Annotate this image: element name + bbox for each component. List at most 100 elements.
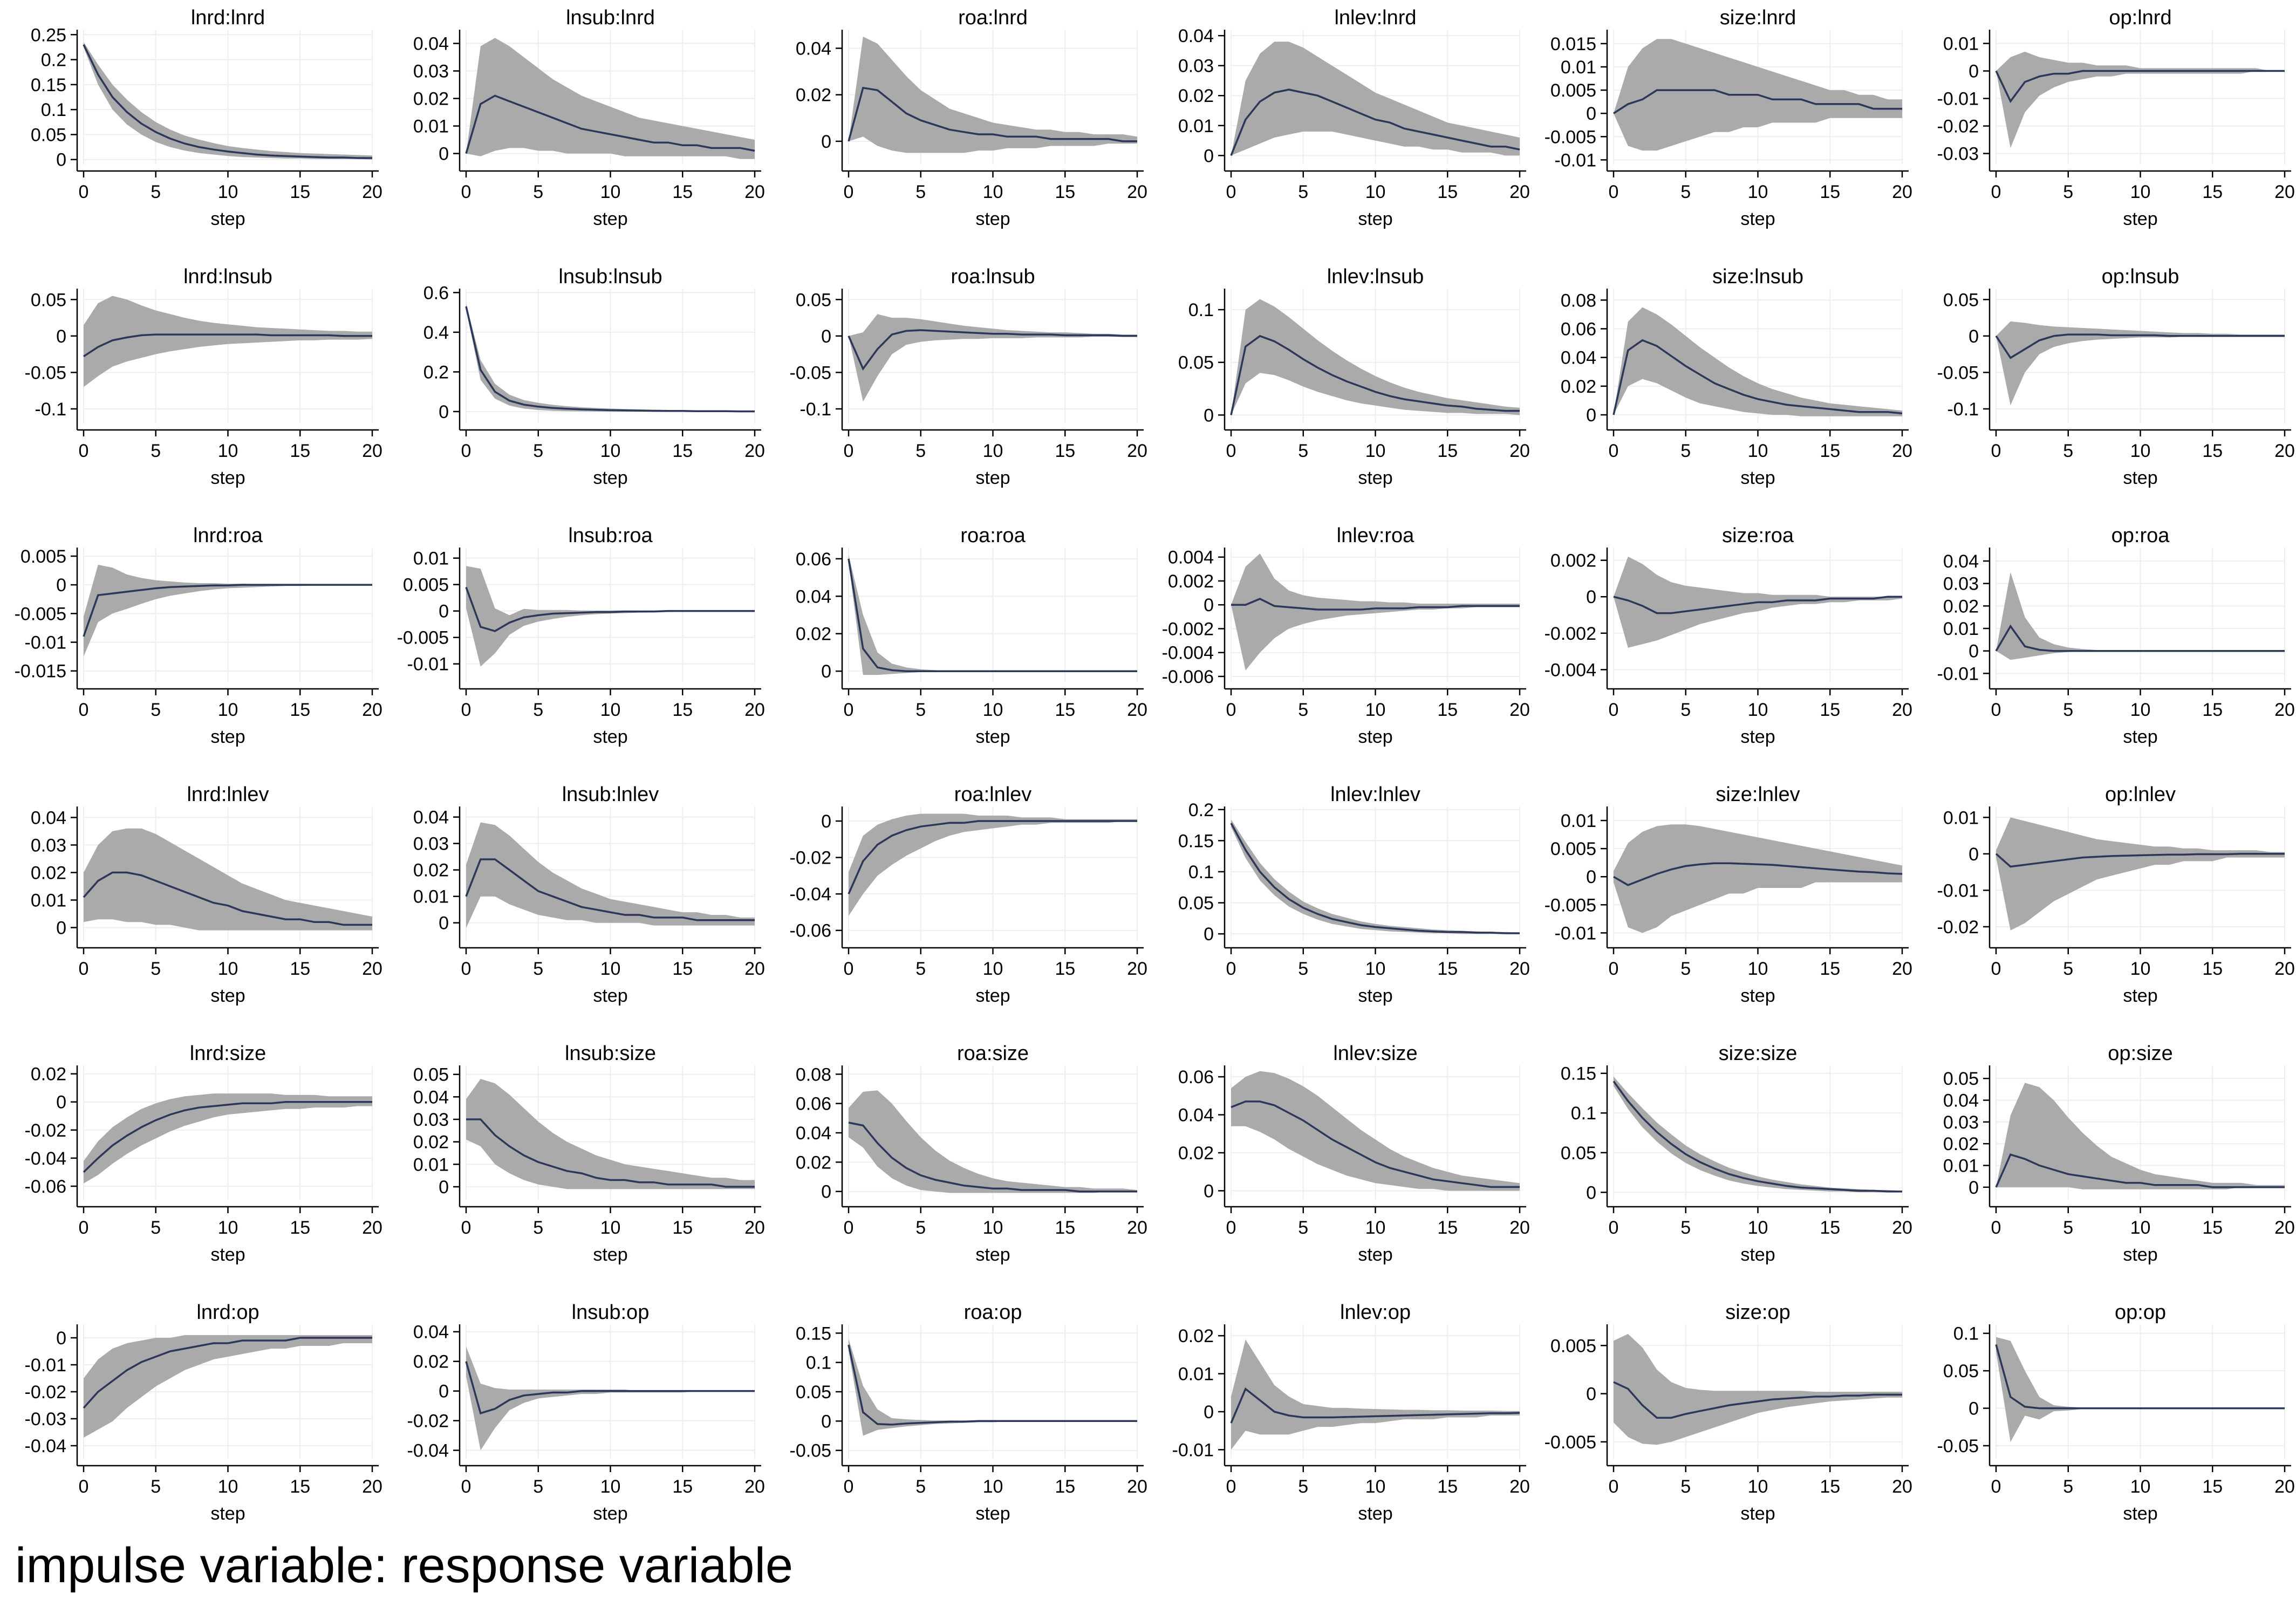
irf-line bbox=[1995, 1344, 2285, 1410]
y-tick-label: 0.04 bbox=[413, 34, 449, 54]
y-tick-label: 0.05 bbox=[1178, 893, 1214, 914]
irf-line bbox=[848, 1344, 1137, 1426]
confidence-band bbox=[849, 555, 1137, 675]
y-tick-label: 0.02 bbox=[1943, 596, 1979, 617]
x-tick-label: 0 bbox=[1226, 182, 1236, 202]
x-tick-label: 5 bbox=[1680, 1218, 1691, 1238]
x-tick-label: 10 bbox=[218, 1476, 238, 1497]
panel-title: lnlev:lnsub bbox=[1327, 265, 1424, 288]
x-tick-label: 0 bbox=[844, 1476, 854, 1497]
irf-panel: 0.06 0.04 0.02 00 5 10 15 20 lnlev:size step bbox=[1178, 1042, 1530, 1265]
x-tick-label: 0 bbox=[461, 959, 472, 979]
x-tick-label: 15 bbox=[672, 441, 693, 461]
x-tick-label: 10 bbox=[1365, 182, 1386, 202]
x-tick-label: 5 bbox=[1680, 441, 1691, 461]
x-tick-label: 0 bbox=[1226, 959, 1236, 979]
irf-panel: 0.01 0.005 0 -0.005 -0.01 0 5 10 15 20 size:lnlev s… bbox=[1545, 783, 1912, 1006]
x-axis-label: step bbox=[975, 209, 1010, 229]
x-tick-label: 5 bbox=[1298, 182, 1308, 202]
x-tick-label: 5 bbox=[1298, 441, 1308, 461]
irf-line bbox=[1995, 333, 2285, 359]
irf-panel: 0.005 0 -0.005 -0.01 -0.015 0 5 10 15 20 lnrd:roa s… bbox=[15, 524, 382, 747]
y-tick-label: 0.05 bbox=[796, 290, 831, 310]
y-tick-label: -0.015 bbox=[15, 661, 66, 682]
x-tick-label: 5 bbox=[2063, 1476, 2073, 1497]
y-tick-label: 0.04 bbox=[796, 1123, 831, 1144]
y-tick-label: 0.1 bbox=[1571, 1103, 1596, 1124]
y-tick-label: 0.03 bbox=[1943, 1112, 1979, 1133]
y-tick-label: 0 bbox=[56, 1328, 66, 1349]
x-tick-label: 5 bbox=[915, 1218, 926, 1238]
x-tick-label: 15 bbox=[1055, 441, 1075, 461]
y-tick-label: -0.04 bbox=[790, 884, 832, 905]
x-axis-label: step bbox=[593, 727, 627, 747]
y-tick-label: 0.04 bbox=[796, 38, 831, 59]
x-tick-label: 5 bbox=[1680, 700, 1691, 720]
x-tick-label: 0 bbox=[79, 441, 89, 461]
y-tick-label: -0.02 bbox=[1937, 117, 1979, 137]
y-tick-label: 0.4 bbox=[423, 323, 449, 343]
y-tick-label: 0.05 bbox=[1943, 290, 1979, 310]
y-tick-label: -0.01 bbox=[1937, 89, 1979, 110]
y-tick-label: 0.01 bbox=[1943, 34, 1979, 54]
irf-line bbox=[1613, 596, 1902, 614]
y-tick-label: 0 bbox=[1204, 595, 1214, 616]
x-tick-label: 20 bbox=[362, 1218, 382, 1238]
x-tick-label: 15 bbox=[290, 182, 310, 202]
y-tick-label: -0.002 bbox=[1162, 619, 1214, 639]
x-tick-label: 5 bbox=[1680, 182, 1691, 202]
y-tick-label: -0.02 bbox=[1937, 917, 1979, 938]
y-tick-label: -0.01 bbox=[1172, 1440, 1214, 1460]
x-tick-label: 20 bbox=[2274, 441, 2295, 461]
y-tick-label: 0.01 bbox=[1943, 619, 1979, 639]
panel-title: lnrd:op bbox=[196, 1301, 259, 1324]
y-tick-label: 0 bbox=[1969, 641, 1979, 662]
y-tick-label: 0.01 bbox=[1943, 1155, 1979, 1176]
x-tick-label: 5 bbox=[1298, 700, 1308, 720]
irf-panel: 0.004 0.002 0 -0.002 -0.004 -0.006 0 5 10 15 20 lnl… bbox=[1162, 524, 1530, 747]
irf-panel: 0.1 0.05 00 5 10 15 20 lnlev:lnsub step bbox=[1178, 265, 1530, 488]
irf-line bbox=[465, 1361, 755, 1415]
panel-title: op:lnlev bbox=[2105, 783, 2176, 806]
y-tick-label: 0.06 bbox=[796, 1094, 831, 1114]
confidence-band bbox=[1996, 572, 2285, 660]
irf-line bbox=[848, 86, 1137, 142]
y-tick-label: 0.08 bbox=[1561, 290, 1596, 311]
x-tick-label: 0 bbox=[844, 441, 854, 461]
x-tick-label: 10 bbox=[600, 1218, 621, 1238]
y-tick-label: -0.005 bbox=[1545, 1432, 1596, 1453]
y-tick-label: -0.04 bbox=[407, 1441, 449, 1461]
panel-title: op:roa bbox=[2112, 524, 2170, 547]
y-tick-label: -0.06 bbox=[25, 1177, 67, 1197]
x-tick-label: 0 bbox=[844, 1218, 854, 1238]
x-tick-label: 10 bbox=[2130, 959, 2151, 979]
irf-panel: 0.01 0.005 0 -0.005 -0.01 0 5 10 15 20 lnsub:roa st… bbox=[397, 524, 765, 747]
y-tick-label: 0 bbox=[1969, 326, 1979, 347]
x-tick-label: 15 bbox=[290, 700, 310, 720]
x-tick-label: 0 bbox=[79, 700, 89, 720]
y-tick-label: 0 bbox=[439, 402, 449, 422]
confidence-band bbox=[84, 42, 372, 160]
y-tick-label: 0.2 bbox=[423, 362, 449, 382]
panel-title: lnrd:size bbox=[190, 1042, 266, 1065]
x-tick-label: 20 bbox=[1509, 1218, 1530, 1238]
x-tick-label: 0 bbox=[1226, 1218, 1236, 1238]
y-tick-label: 0 bbox=[821, 1411, 831, 1432]
y-tick-label: -0.05 bbox=[1937, 1436, 1979, 1456]
y-tick-label: -0.004 bbox=[1545, 660, 1596, 680]
x-tick-label: 10 bbox=[1748, 1476, 1768, 1497]
panel-title: lnlev:roa bbox=[1337, 524, 1414, 547]
x-tick-label: 20 bbox=[1127, 441, 1147, 461]
y-tick-label: 0.15 bbox=[1561, 1064, 1596, 1084]
x-axis-label: step bbox=[210, 986, 245, 1006]
confidence-band bbox=[849, 813, 1137, 916]
y-tick-label: 0.03 bbox=[413, 1110, 449, 1130]
x-tick-label: 10 bbox=[218, 441, 238, 461]
x-tick-label: 5 bbox=[915, 441, 926, 461]
panel-title: op:lnrd bbox=[2109, 6, 2171, 29]
confidence-band bbox=[466, 38, 755, 159]
y-tick-label: 0 bbox=[1969, 1178, 1979, 1198]
x-tick-label: 15 bbox=[290, 959, 310, 979]
y-tick-label: 0.02 bbox=[1178, 1143, 1214, 1164]
y-tick-label: 0.05 bbox=[1943, 1069, 1979, 1089]
